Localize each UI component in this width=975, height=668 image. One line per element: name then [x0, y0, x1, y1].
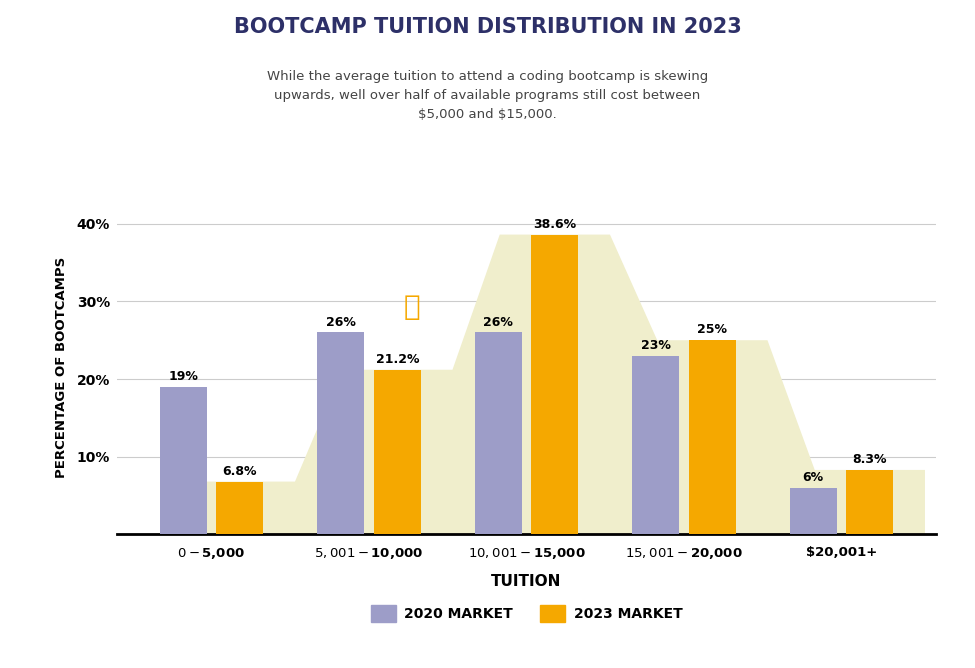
Text: 19%: 19% [169, 370, 198, 383]
Bar [160, 387, 207, 534]
Bar [216, 482, 263, 534]
Text: 26%: 26% [326, 315, 356, 329]
Text: While the average tuition to attend a coding bootcamp is skewing
upwards, well o: While the average tuition to attend a co… [267, 70, 708, 121]
Bar [632, 356, 680, 534]
Text: ●: ● [24, 629, 46, 653]
Text: 23%: 23% [641, 339, 671, 352]
Polygon shape [184, 234, 925, 534]
Y-axis label: PERCENTAGE OF BOOTCAMPS: PERCENTAGE OF BOOTCAMPS [56, 257, 68, 478]
Text: BOOTCAMP TUITION DISTRIBUTION IN 2023: BOOTCAMP TUITION DISTRIBUTION IN 2023 [234, 17, 741, 37]
Text: CAREER: CAREER [47, 631, 98, 645]
Bar [317, 333, 365, 534]
Text: 🏃: 🏃 [404, 293, 420, 321]
Bar [475, 333, 522, 534]
Bar [531, 234, 578, 534]
Text: 38.6%: 38.6% [533, 218, 576, 230]
Bar [373, 369, 421, 534]
Text: 6.8%: 6.8% [222, 465, 257, 478]
Text: 26%: 26% [484, 315, 513, 329]
Legend: 2020 MARKET, 2023 MARKET: 2020 MARKET, 2023 MARKET [365, 600, 688, 628]
Text: 21.2%: 21.2% [375, 353, 419, 366]
Bar [846, 470, 893, 534]
Text: 25%: 25% [697, 323, 727, 336]
Bar [688, 340, 736, 534]
Text: KARMA.: KARMA. [47, 649, 99, 662]
Bar [790, 488, 837, 534]
X-axis label: TUITION: TUITION [491, 574, 562, 589]
Text: 8.3%: 8.3% [852, 453, 887, 466]
Text: 6%: 6% [802, 471, 824, 484]
